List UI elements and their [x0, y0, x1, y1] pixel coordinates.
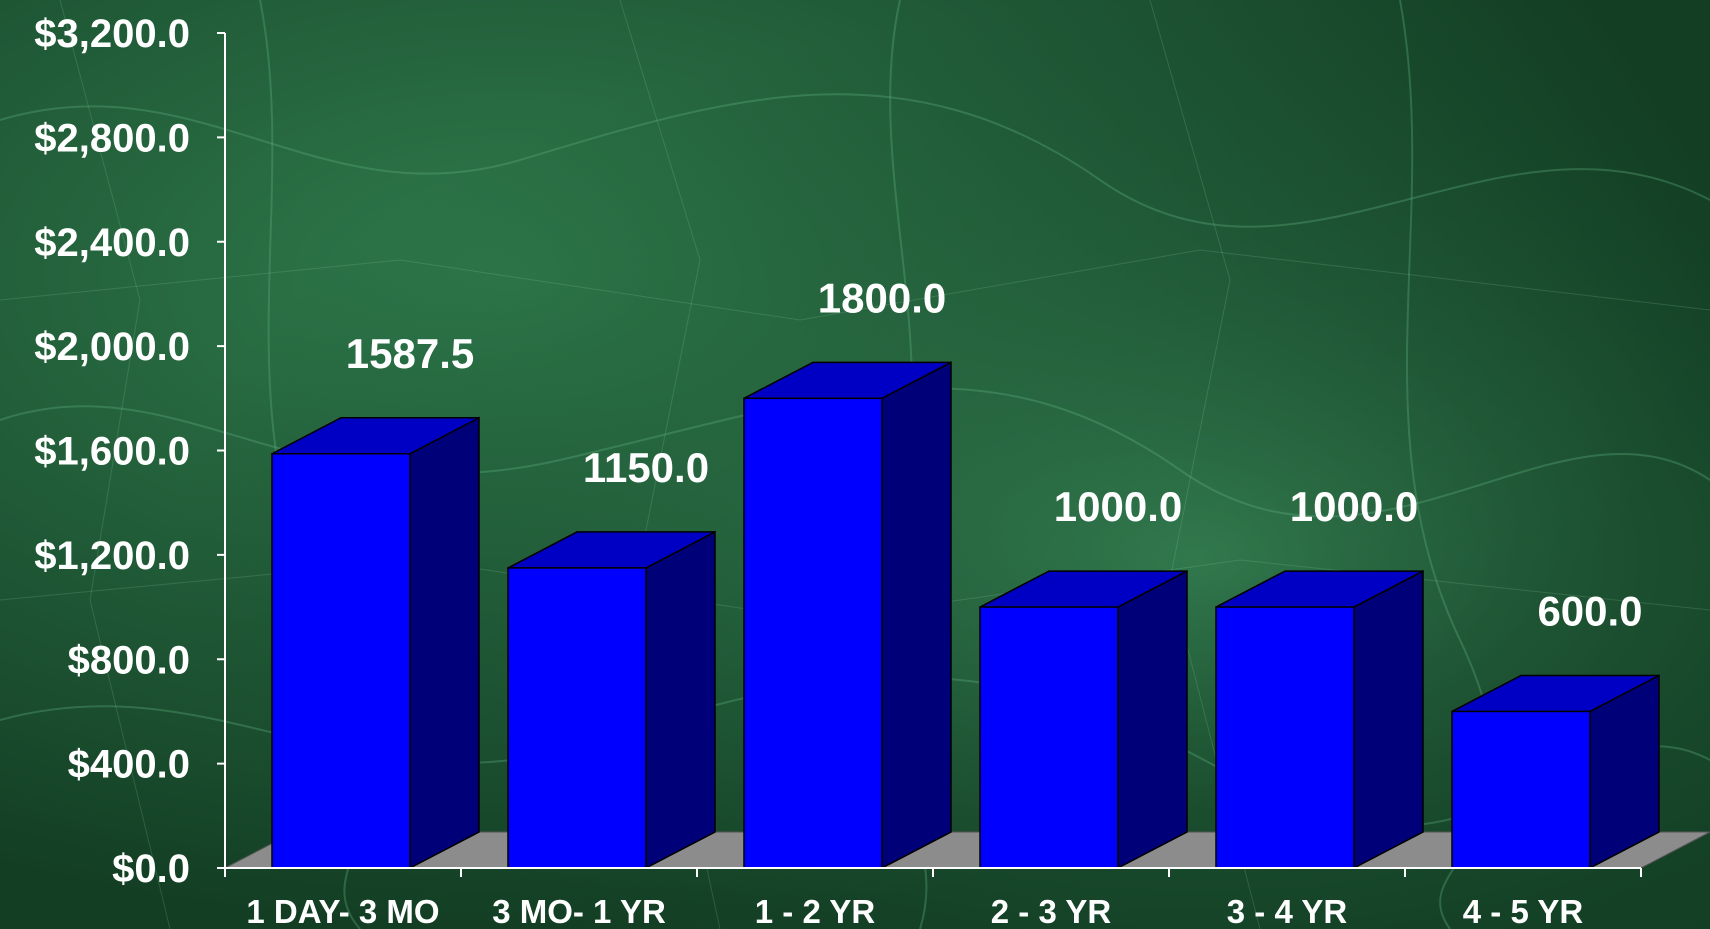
- bar-front: [1451, 710, 1591, 869]
- bars-layer: [271, 361, 1660, 870]
- x-axis-ticks: 1 DAY- 3 MO 3 MO- 1 YR 1 - 2 YR 2 - 3 YR 3 -…: [224, 868, 1642, 929]
- bar-front: [271, 453, 411, 869]
- bar-value-label: 600.0: [1537, 587, 1642, 634]
- x-category-label: 3 MO- 1 YR: [492, 893, 666, 929]
- bar: [743, 361, 952, 870]
- x-category-label: 3 - 4 YR: [1227, 893, 1348, 929]
- y-tick-label: $0.0: [112, 847, 190, 891]
- y-tick-label: $1,200.0: [34, 534, 190, 578]
- x-category-label: 2 - 3 YR: [991, 893, 1112, 929]
- y-tick-label: $2,000.0: [34, 325, 190, 369]
- bar-side: [881, 361, 952, 870]
- bar-side: [1117, 569, 1188, 870]
- y-tick-label: $2,400.0: [34, 221, 190, 265]
- bar: [1215, 569, 1424, 870]
- x-category-label: 1 DAY- 3 MO: [246, 893, 439, 929]
- y-tick-label: $400.0: [68, 743, 190, 787]
- y-tick-label: $2,800.0: [34, 116, 190, 160]
- x-category-label: 4 - 5 YR: [1463, 893, 1584, 929]
- bar-front: [979, 606, 1119, 869]
- bar: [1451, 674, 1660, 870]
- y-tick-label: $1,600.0: [34, 430, 190, 474]
- bar: [507, 530, 716, 870]
- bar-front: [1215, 606, 1355, 869]
- bar: [979, 569, 1188, 870]
- bar-value-label: 1150.0: [583, 444, 709, 491]
- bar: [271, 416, 480, 870]
- bar-value-label: 1000.0: [1054, 483, 1182, 530]
- y-tick-label: $800.0: [68, 638, 190, 682]
- bar-value-label: 1800.0: [818, 274, 946, 321]
- y-tick-label: $3,200.0: [34, 12, 190, 56]
- bar-value-label: 1000.0: [1290, 483, 1418, 530]
- bar-side: [1353, 569, 1424, 870]
- bar-value-label: 1587.5: [346, 330, 474, 377]
- x-category-label: 1 - 2 YR: [755, 893, 876, 929]
- data-labels-layer: 1587.5 1150.0 1800.0 1000.0 1000.0 600.0: [346, 274, 1643, 634]
- bar-front: [507, 567, 647, 869]
- bar-side: [409, 416, 480, 870]
- bar-side: [645, 530, 716, 870]
- bar-front: [743, 397, 883, 869]
- y-axis-ticks: $0.0 $400.0 $800.0 $1,200.0 $1,600.0 $2,000.0…: [34, 12, 225, 891]
